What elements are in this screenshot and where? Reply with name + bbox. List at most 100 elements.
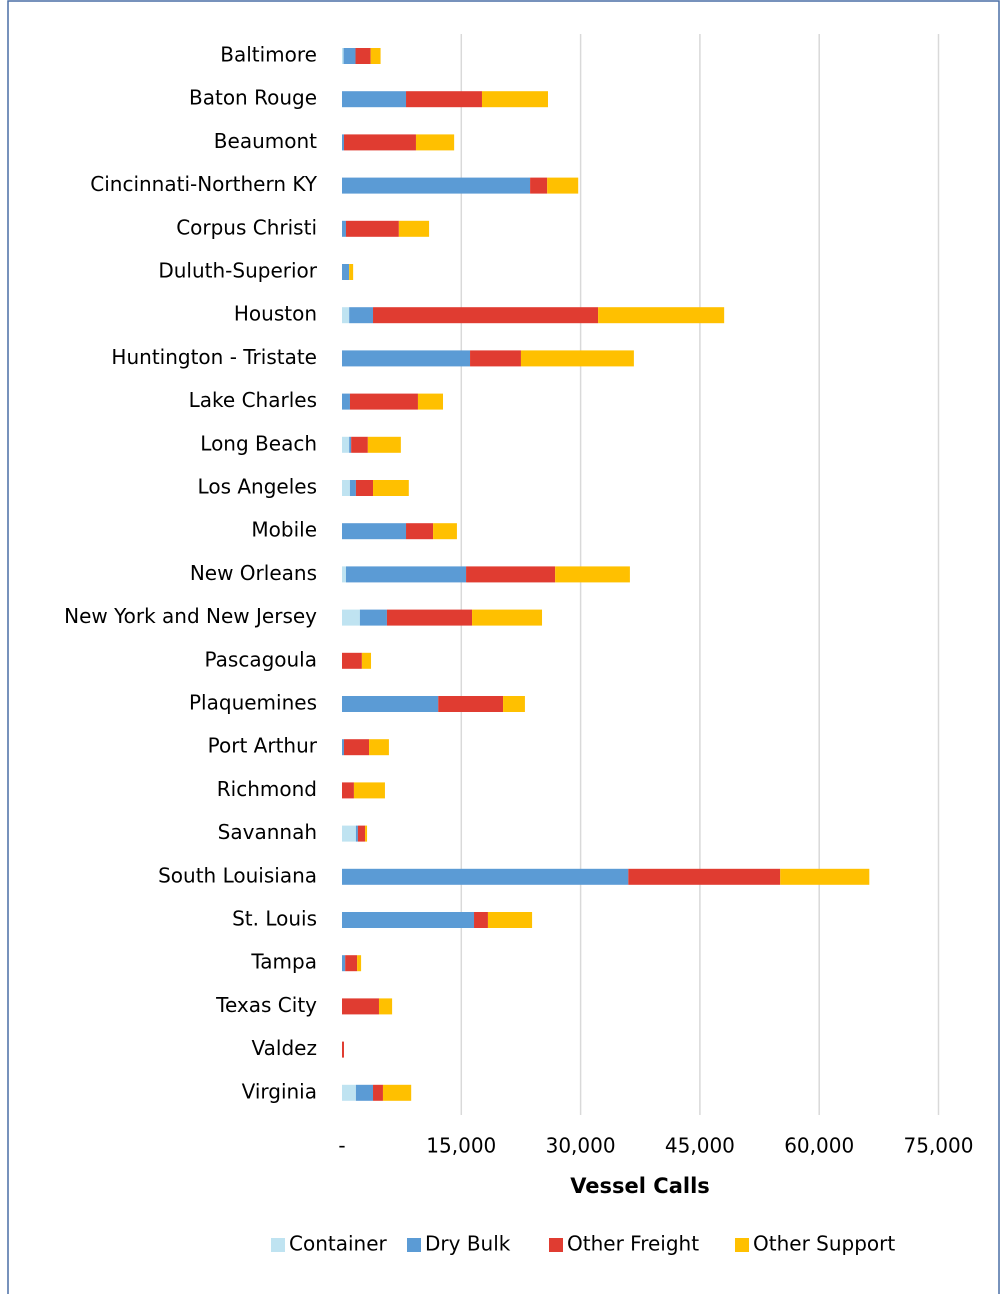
bar-segment — [342, 696, 439, 712]
bar-segment — [345, 220, 399, 237]
bar-segment — [487, 912, 533, 928]
y-tick-label: Savannah — [218, 820, 317, 844]
y-tick-label: Virginia — [242, 1079, 317, 1103]
frame — [7, 0, 1000, 1294]
bar-segment — [342, 998, 379, 1015]
bar-segment — [530, 177, 548, 194]
bar-segment — [342, 652, 362, 669]
legend-label: Container — [289, 1232, 388, 1256]
x-tick-label: 45,000 — [665, 1134, 735, 1158]
bar-segment — [342, 480, 350, 496]
bar-segment — [342, 782, 354, 799]
bar-segment — [342, 177, 531, 194]
legend-label: Other Freight — [567, 1232, 699, 1256]
bar-segment — [438, 696, 504, 712]
bar-segment — [342, 350, 471, 367]
y-tick-label: Baltimore — [220, 43, 317, 67]
bar-segment — [481, 91, 548, 108]
y-tick-label: Pascagoula — [204, 647, 317, 671]
y-tick-label: Long Beach — [200, 431, 317, 455]
bar-segment — [342, 566, 346, 583]
y-tick-label: Mobile — [251, 518, 317, 542]
bar-segment — [503, 696, 525, 712]
y-tick-label: Corpus Christi — [176, 215, 317, 239]
bar-segment — [342, 393, 350, 410]
y-tick-label: Houston — [234, 302, 317, 326]
bar-segment — [349, 264, 354, 280]
bar-segment — [342, 609, 360, 626]
bar-segment — [357, 955, 362, 972]
bar-segment — [780, 868, 870, 885]
bar-segment — [342, 955, 346, 972]
bar-segment — [342, 134, 344, 151]
bar-segment — [349, 480, 356, 496]
bar-segment — [555, 566, 630, 583]
bar-segment — [378, 998, 393, 1015]
bar-segment — [342, 307, 350, 324]
bar-segment — [342, 523, 407, 540]
bar-segment — [474, 912, 488, 928]
legend-swatch — [407, 1238, 421, 1252]
x-tick-label: 30,000 — [546, 1134, 616, 1158]
bar-segment — [406, 91, 482, 108]
y-tick-label: Huntington - Tristate — [111, 345, 317, 369]
bar-segment — [342, 1041, 344, 1058]
bar-segment — [342, 868, 629, 885]
y-tick-label: Beaumont — [214, 129, 317, 153]
x-tick-label: 75,000 — [904, 1134, 974, 1158]
bar-segment — [349, 307, 374, 324]
bar-segment — [386, 609, 473, 626]
legend-label: Other Support — [753, 1232, 895, 1256]
x-tick-label: - — [338, 1134, 345, 1158]
bar-segment — [470, 350, 521, 367]
bar-segment — [342, 912, 475, 928]
bar-segment — [355, 48, 371, 64]
bar-segment — [547, 177, 579, 194]
bar-segment — [598, 307, 725, 324]
legend-swatch — [735, 1238, 749, 1252]
bar-segment — [355, 825, 358, 842]
bar-segment — [343, 739, 370, 756]
bar-segment — [342, 739, 344, 756]
bar-segment — [342, 436, 350, 453]
y-tick-label: St. Louis — [232, 907, 317, 931]
bar-segment — [355, 1084, 374, 1101]
y-tick-label: South Louisiana — [158, 863, 317, 887]
bar-segment — [373, 307, 599, 324]
legend-swatch — [549, 1238, 563, 1252]
bar-segment — [373, 480, 409, 496]
bar-segment — [342, 264, 350, 280]
bar-segment — [415, 134, 455, 151]
y-tick-label: Port Arthur — [208, 734, 318, 758]
y-tick-label: Los Angeles — [198, 475, 317, 499]
bar-segment — [373, 1084, 383, 1101]
bar-segment — [349, 393, 418, 410]
bar-segment — [343, 48, 356, 64]
bar-segment — [472, 609, 543, 626]
y-tick-label: Valdez — [252, 1036, 317, 1060]
bar-segment — [342, 91, 407, 108]
y-tick-label: Richmond — [217, 777, 317, 801]
bar-segment — [365, 825, 368, 842]
y-tick-label: Tampa — [250, 950, 317, 974]
y-tick-label: Cincinnati-Northern KY — [90, 172, 318, 196]
bar-segment — [398, 220, 430, 237]
bar-segment — [369, 739, 389, 756]
y-tick-label: New Orleans — [190, 561, 317, 585]
bar-segment — [628, 868, 781, 885]
bar-segment — [345, 566, 467, 583]
bar-segment — [342, 48, 344, 64]
y-tick-label: Texas City — [215, 993, 317, 1017]
bar-segment — [357, 825, 366, 842]
legend-label: Dry Bulk — [425, 1232, 511, 1256]
bar-segment — [361, 652, 372, 669]
y-tick-label: New York and New Jersey — [64, 604, 317, 628]
bar-segment — [355, 480, 374, 496]
bar-segment — [359, 609, 387, 626]
bar-segment — [353, 782, 385, 799]
bar-segment — [520, 350, 634, 367]
x-tick-label: 15,000 — [426, 1134, 496, 1158]
bar-segment — [343, 134, 416, 151]
y-tick-label: Duluth-Superior — [158, 259, 317, 283]
